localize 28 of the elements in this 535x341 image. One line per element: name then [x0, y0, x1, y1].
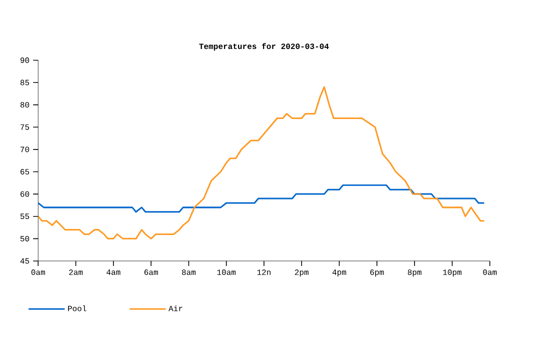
- line-series: [38, 184, 485, 213]
- x-tick-label: 6am: [144, 269, 158, 275]
- y-tick-label: 70: [20, 146, 30, 152]
- x-tick-label: 0am: [31, 269, 45, 275]
- x-tick-label: 2pm: [294, 269, 308, 276]
- x-tick-label: 6pm: [370, 269, 384, 276]
- y-tick-label: 55: [20, 214, 30, 219]
- x-tick-label: 2am: [69, 269, 83, 275]
- y-tick-label: 45: [20, 258, 30, 264]
- y-tick-label: 65: [20, 168, 30, 174]
- line-series: [38, 86, 485, 240]
- y-tick-label: 75: [20, 124, 30, 130]
- y-tick-label: 90: [20, 57, 30, 63]
- x-tick-label: 10pm: [443, 269, 462, 276]
- legend-label: Air: [168, 305, 182, 312]
- legend-label: Pool: [68, 305, 86, 312]
- y-tick-label: 60: [20, 191, 30, 197]
- x-tick-label: 12n: [257, 269, 271, 275]
- y-tick-label: 50: [20, 236, 30, 242]
- x-tick-label: 8pm: [408, 269, 422, 276]
- x-tick-label: 4am: [106, 269, 120, 275]
- x-tick-label: 4pm: [332, 269, 346, 276]
- x-tick-label: 0am: [483, 269, 497, 275]
- y-tick-label: 80: [20, 102, 30, 108]
- chart-title: Temperatures for 2020-03-04: [199, 42, 329, 51]
- x-tick-label: 10am: [217, 269, 236, 275]
- x-tick-label: 8am: [182, 269, 196, 275]
- y-tick-label: 85: [20, 80, 30, 86]
